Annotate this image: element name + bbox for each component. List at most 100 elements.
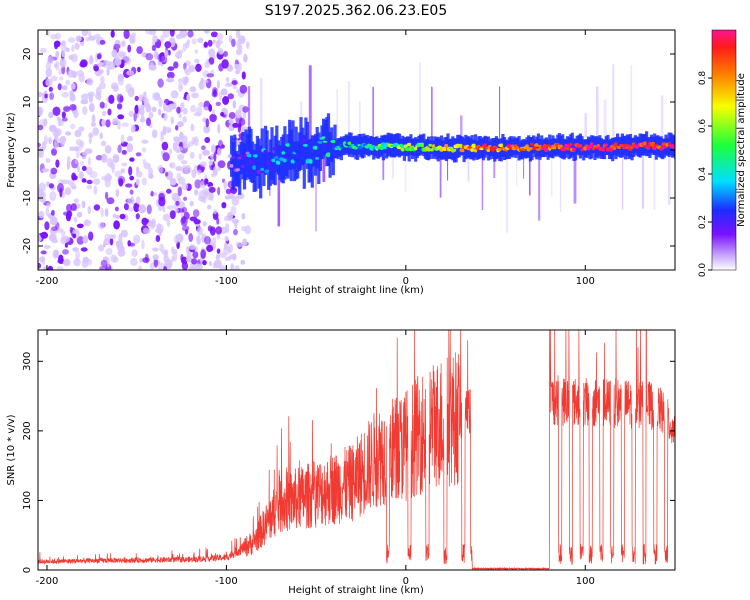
noise-blob (178, 78, 182, 83)
noise-blob (114, 170, 123, 178)
noise-blob (234, 265, 240, 270)
noise-blob (49, 191, 57, 202)
noise-blob (105, 247, 113, 256)
noise-blob (129, 175, 135, 181)
noise-blob (53, 40, 61, 48)
snr-y-tick-label: 200 (22, 421, 33, 440)
noise-blob (100, 207, 104, 218)
noise-blob (152, 35, 159, 43)
noise-blob (190, 104, 196, 113)
noise-blob (74, 129, 82, 138)
spectrogram-streak (481, 157, 484, 210)
noise-blob (228, 35, 233, 43)
noise-blob (50, 167, 58, 175)
noise-blob (121, 40, 126, 47)
noise-blob (93, 204, 101, 211)
noise-blob (38, 182, 46, 192)
noise-blob (67, 37, 76, 43)
noise-blob (117, 114, 125, 120)
noise-blob (224, 195, 231, 200)
noise-blob (194, 58, 200, 64)
noise-blob (221, 59, 229, 69)
noise-blob (215, 101, 221, 107)
noise-blob (49, 216, 58, 226)
spectrogram-streak (419, 62, 421, 138)
noise-blob (178, 49, 184, 54)
noise-blob (186, 250, 192, 260)
noise-blob (106, 258, 110, 268)
noise-blob (133, 234, 141, 244)
noise-blob (76, 223, 84, 229)
noise-blob (224, 236, 229, 242)
noise-blob (104, 233, 111, 241)
noise-blob (90, 122, 97, 127)
noise-blob (164, 50, 169, 58)
spectrogram-streak (505, 156, 509, 233)
noise-blob (141, 217, 148, 226)
noise-blob (95, 154, 103, 161)
noise-blob (191, 258, 198, 265)
noise-blob (62, 249, 69, 255)
noise-blob (198, 153, 203, 160)
noise-blob (221, 202, 227, 209)
noise-blob (183, 196, 188, 201)
noise-blob (202, 188, 210, 196)
track-core (312, 145, 319, 150)
snr-y-tick-label: 300 (22, 352, 33, 371)
noise-blob (103, 241, 107, 248)
snr-y-tick-label: 100 (22, 491, 33, 510)
track-core (646, 145, 651, 150)
noise-blob (71, 175, 78, 181)
noise-blob (181, 225, 190, 232)
track-core (577, 144, 584, 148)
spectrogram-noise-region (38, 30, 251, 270)
snr-y-tick-label: 0 (22, 567, 33, 573)
noise-blob (114, 57, 122, 66)
noise-blob (41, 141, 47, 150)
noise-blob (74, 250, 81, 260)
noise-blob (54, 141, 60, 149)
noise-blob (119, 213, 126, 220)
noise-blob (103, 175, 108, 182)
noise-blob (223, 180, 227, 190)
noise-blob (216, 248, 221, 254)
noise-blob (81, 151, 88, 156)
noise-blob (87, 205, 92, 215)
noise-blob (135, 196, 141, 205)
noise-blob (215, 226, 222, 235)
track-core (229, 164, 234, 168)
noise-blob (194, 263, 203, 270)
noise-blob (191, 169, 197, 179)
noise-blob (212, 39, 216, 44)
track-core (442, 147, 447, 152)
noise-blob (168, 103, 177, 110)
noise-blob (209, 226, 216, 236)
noise-blob (207, 39, 213, 47)
spectrogram-streak (315, 159, 317, 232)
colorbar-tick-label: 0.0 (698, 263, 708, 278)
noise-blob (116, 215, 120, 220)
noise-blob (193, 112, 201, 117)
noise-blob (113, 43, 121, 50)
noise-blob (178, 113, 182, 119)
noise-blob (210, 173, 215, 178)
noise-blob (191, 38, 197, 45)
noise-blob (61, 91, 70, 98)
noise-blob (169, 210, 176, 220)
noise-blob (81, 200, 86, 209)
noise-blob (93, 65, 99, 72)
noise-blob (194, 189, 199, 196)
noise-blob (191, 136, 196, 145)
noise-blob (111, 49, 118, 58)
noise-blob (61, 111, 66, 119)
noise-blob (216, 32, 224, 41)
track-core (317, 140, 324, 144)
noise-blob (224, 256, 232, 261)
noise-blob (95, 92, 101, 100)
snr-y-ticks: 0 100 200 300 (22, 352, 675, 573)
noise-blob (223, 51, 228, 57)
noise-blob (167, 128, 171, 133)
track-core (486, 149, 491, 152)
colorbar-tick-label: 0.6 (698, 119, 708, 134)
noise-blob (88, 102, 95, 113)
